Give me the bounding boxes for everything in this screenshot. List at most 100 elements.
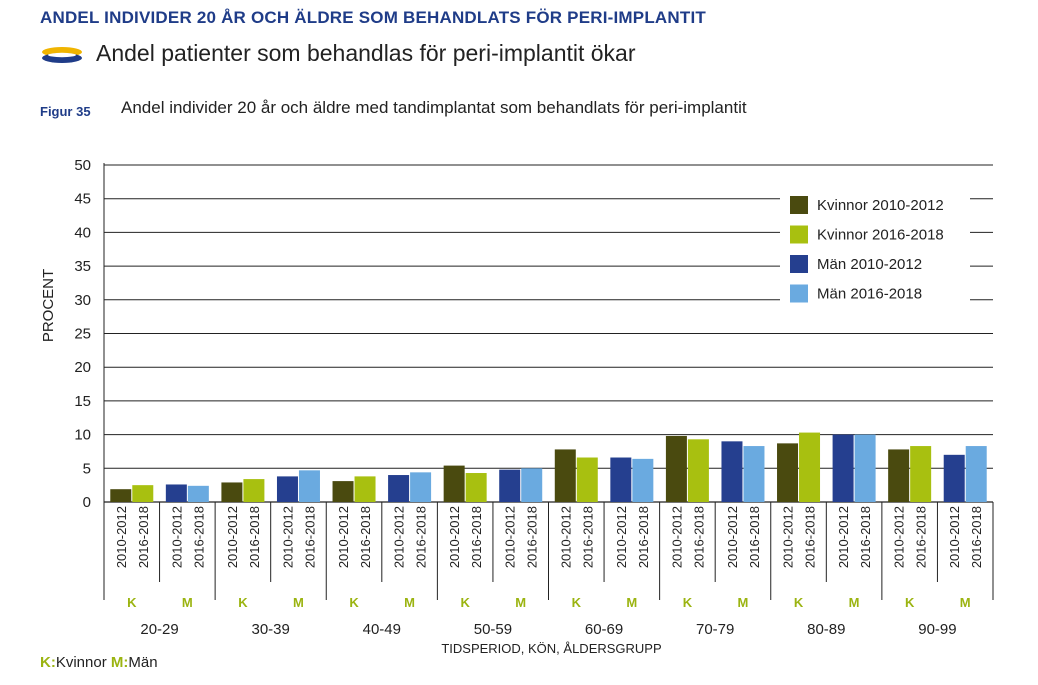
period-label: 2010-2012 xyxy=(669,506,684,568)
sex-label: M xyxy=(626,595,637,610)
sex-label: K xyxy=(349,595,359,610)
period-label: 2016-2018 xyxy=(747,506,762,568)
bar xyxy=(832,434,854,502)
y-tick-label: 5 xyxy=(83,460,91,477)
bar xyxy=(243,479,265,502)
sex-label: K xyxy=(238,595,248,610)
bar xyxy=(665,435,687,502)
figure-label: Figur 35 xyxy=(40,104,91,119)
bar xyxy=(576,457,598,502)
logo-icon xyxy=(42,47,82,63)
category-label: 30-39 xyxy=(252,621,290,638)
bar xyxy=(554,449,576,502)
bar xyxy=(632,458,654,502)
legend-swatch xyxy=(790,196,808,214)
bar xyxy=(888,449,910,502)
legend-background xyxy=(780,188,970,306)
legend-label: Män 2010-2012 xyxy=(817,256,922,273)
period-label: 2010-2012 xyxy=(392,506,407,568)
bar xyxy=(165,484,187,502)
period-label: 2016-2018 xyxy=(969,506,984,568)
period-label: 2010-2012 xyxy=(503,506,518,568)
bar xyxy=(799,432,821,502)
period-label: 2010-2012 xyxy=(614,506,629,568)
footnote-m-key: M: xyxy=(110,654,129,671)
bar xyxy=(521,468,543,502)
period-label: 2010-2012 xyxy=(892,506,907,568)
category-label: 80-89 xyxy=(807,621,845,638)
bar xyxy=(388,475,410,502)
period-label: 2016-2018 xyxy=(358,506,373,568)
legend-swatch xyxy=(790,225,808,244)
sex-label: K xyxy=(905,595,915,610)
bar xyxy=(332,481,354,502)
sex-label: M xyxy=(849,595,860,610)
bar xyxy=(221,482,243,502)
category-label: 20-29 xyxy=(140,621,178,638)
sex-label: M xyxy=(960,595,971,610)
sex-label: M xyxy=(182,595,193,610)
period-label: 2016-2018 xyxy=(414,506,429,568)
y-tick-label: 15 xyxy=(74,393,91,410)
period-label: 2016-2018 xyxy=(914,506,929,568)
legend-label: Män 2016-2018 xyxy=(817,286,922,303)
bar xyxy=(965,446,987,502)
period-label: 2016-2018 xyxy=(247,506,262,568)
y-tick-label: 30 xyxy=(74,292,91,309)
category-label: 90-99 xyxy=(918,621,956,638)
bar xyxy=(499,469,521,502)
y-tick-label: 35 xyxy=(74,258,91,275)
period-label: 2010-2012 xyxy=(280,506,295,568)
sex-label: K xyxy=(794,595,804,610)
period-label: 2016-2018 xyxy=(191,506,206,568)
sex-label: K xyxy=(683,595,693,610)
bar xyxy=(777,443,799,502)
period-label: 2010-2012 xyxy=(947,506,962,568)
bar xyxy=(410,472,432,502)
bar xyxy=(910,446,932,502)
period-label: 2016-2018 xyxy=(803,506,818,568)
bar xyxy=(687,439,709,502)
period-label: 2010-2012 xyxy=(836,506,851,568)
bar xyxy=(110,489,132,502)
period-label: 2016-2018 xyxy=(691,506,706,568)
period-label: 2010-2012 xyxy=(114,506,129,568)
period-label: 2010-2012 xyxy=(169,506,184,568)
period-label: 2010-2012 xyxy=(781,506,796,568)
period-label: 2010-2012 xyxy=(225,506,240,568)
category-label: 60-69 xyxy=(585,621,623,638)
y-tick-label: 40 xyxy=(74,224,91,241)
sex-label: M xyxy=(738,595,749,610)
bar xyxy=(132,485,154,502)
bar xyxy=(610,457,632,502)
period-label: 2016-2018 xyxy=(580,506,595,568)
figure-title: Andel individer 20 år och äldre med tand… xyxy=(121,98,747,117)
period-label: 2010-2012 xyxy=(725,506,740,568)
bar xyxy=(854,434,876,502)
period-label: 2016-2018 xyxy=(525,506,540,568)
y-tick-label: 50 xyxy=(74,157,91,174)
period-label: 2010-2012 xyxy=(558,506,573,568)
period-label: 2016-2018 xyxy=(136,506,151,568)
category-label: 40-49 xyxy=(363,621,401,638)
sex-label: K xyxy=(460,595,470,610)
period-label: 2016-2018 xyxy=(636,506,651,568)
y-axis-title: PROCENT xyxy=(40,269,57,342)
category-label: 50-59 xyxy=(474,621,512,638)
subtitle: Andel patienter som behandlas för peri-i… xyxy=(96,40,636,66)
bar xyxy=(721,441,743,502)
legend-label: Kvinnor 2010-2012 xyxy=(817,197,944,214)
footnote-k-key: K: xyxy=(40,654,56,671)
sex-label: M xyxy=(293,595,304,610)
sex-label: K xyxy=(572,595,582,610)
bar xyxy=(276,476,298,502)
bar xyxy=(743,446,765,502)
footnote: K:Kvinnor M:Män xyxy=(40,654,158,671)
period-label: 2016-2018 xyxy=(858,506,873,568)
legend-swatch xyxy=(790,255,808,273)
legend-label: Kvinnor 2016-2018 xyxy=(817,227,944,244)
period-label: 2016-2018 xyxy=(302,506,317,568)
footnote-k-text: Kvinnor xyxy=(55,654,107,671)
y-tick-label: 0 xyxy=(83,494,91,511)
